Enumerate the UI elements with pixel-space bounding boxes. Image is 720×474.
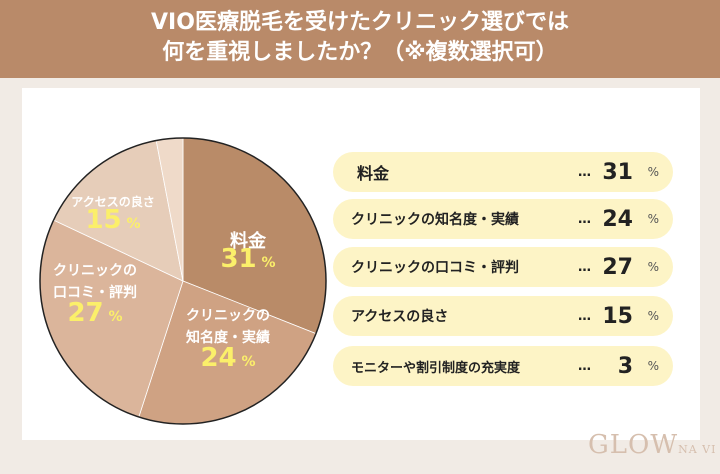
title-line-2: 何を重視しましたか？（※複数選択可） <box>162 40 558 65</box>
legend-value: 27 <box>602 254 633 280</box>
slice-label: 料金 <box>230 230 267 252</box>
legend-dots: … <box>578 259 591 275</box>
legend-unit: % <box>647 212 659 226</box>
legend-unit: % <box>647 260 659 274</box>
title-line-1: VIO医療脱毛を受けたクリニック選びでは <box>151 10 569 35</box>
legend-dots: … <box>578 211 591 227</box>
slice-label: アクセスの良さ <box>71 194 154 209</box>
legend-dots: … <box>578 308 591 324</box>
legend-value: 3 <box>617 353 633 379</box>
pie-outline <box>39 137 327 425</box>
legend-label: モニターや割引制度の充実度 <box>351 360 521 376</box>
legend-item: クリニックの知名度・実績 … 24% <box>333 199 673 239</box>
legend-item: 料金 … 31% <box>333 152 673 192</box>
legend-item: クリニックの口コミ・評判 … 27% <box>333 247 673 287</box>
legend-value: 24 <box>602 206 633 232</box>
legend-value: 31 <box>602 159 633 185</box>
legend-label: 料金 <box>357 164 390 183</box>
legend-unit: % <box>647 359 659 373</box>
slice-label: 口コミ・評判 <box>53 284 137 301</box>
legend-dots: … <box>578 164 591 180</box>
legend-item: モニターや割引制度の充実度 … 3% <box>333 346 673 386</box>
legend-unit: % <box>647 165 659 179</box>
legend-item: アクセスの良さ … 15% <box>333 296 673 336</box>
slice-value: 31 % <box>220 244 275 274</box>
legend-unit: % <box>647 309 659 323</box>
legend-label: クリニックの知名度・実績 <box>351 212 519 228</box>
legend-dots: … <box>578 358 591 374</box>
legend-value: 15 <box>602 303 633 329</box>
slice-label: 知名度・実績 <box>186 329 270 346</box>
legend-label: アクセスの良さ <box>351 309 449 325</box>
slice-label: クリニックの <box>53 263 137 279</box>
slice-label: クリニックの <box>186 308 270 324</box>
page-title: VIO医療脱毛を受けたクリニック選びでは 何を重視しましたか？（※複数選択可） <box>0 0 720 78</box>
glow-navi-logo: GLOWNA VI <box>588 430 717 460</box>
legend-label: クリニックの口コミ・評判 <box>351 260 519 276</box>
